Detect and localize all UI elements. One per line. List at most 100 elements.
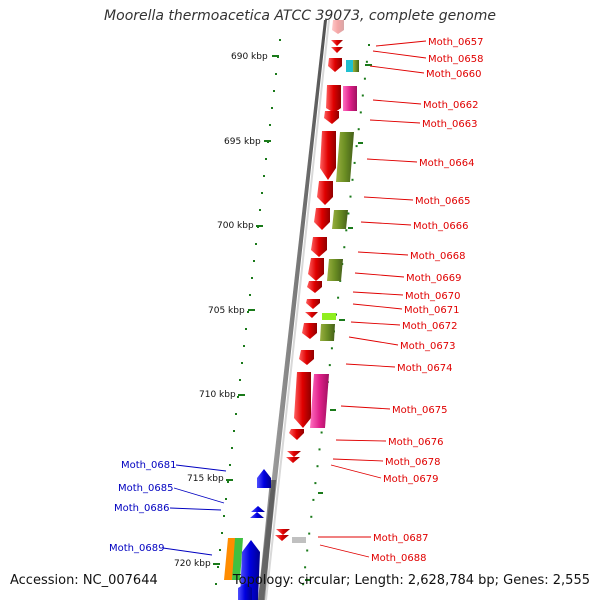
- gene-label-moth-0688[interactable]: Moth_0688: [371, 553, 426, 564]
- scale-tick-dot-right: [302, 583, 305, 586]
- gene-arrow-moth-0665[interactable]: [317, 181, 333, 205]
- gene-label-moth-0669[interactable]: Moth_0669: [406, 273, 461, 284]
- gene-label-moth-0675[interactable]: Moth_0675: [392, 405, 447, 416]
- scale-tick-dot-left: [233, 430, 235, 432]
- gene-label-moth-0689[interactable]: Moth_0689: [109, 543, 164, 554]
- scale-tick-dot-left: [231, 447, 233, 449]
- scale-tick-dot-right: [359, 111, 362, 114]
- feature-bar-lime-0672: [322, 313, 336, 320]
- scale-ticks-right: [302, 44, 370, 586]
- scale-label-705: 705 kbp: [208, 306, 245, 316]
- gene-label-moth-0663[interactable]: Moth_0663: [422, 119, 477, 130]
- gene-label-moth-0666[interactable]: Moth_0666: [413, 221, 468, 232]
- feature-bar-magenta-0662: [343, 86, 357, 111]
- scale-tick-dot-right: [318, 448, 321, 451]
- gene-label-moth-0674[interactable]: Moth_0674: [397, 363, 452, 374]
- scale-tick-dot-left: [249, 294, 251, 296]
- gene-arrow-moth-0689b[interactable]: [238, 583, 252, 600]
- feature-bar-green-0689: [232, 538, 243, 580]
- gene-arrow-moth-0675[interactable]: [294, 372, 311, 428]
- scale-tick-dot-left: [245, 328, 247, 330]
- scale-tick-dot-right: [306, 549, 309, 552]
- gene-label-moth-0687[interactable]: Moth_0687: [373, 533, 428, 544]
- scale-label-695: 695 kbp: [224, 137, 261, 147]
- gene-label-moth-0685[interactable]: Moth_0685: [118, 483, 173, 494]
- gene-arrow-moth-0671[interactable]: [306, 299, 320, 309]
- scale-labels: 690 kbp 695 kbp 700 kbp 705 kbp 710 kbp …: [174, 52, 268, 569]
- gene-arrow-moth-0662[interactable]: [326, 85, 341, 113]
- gene-arrow-moth-0688[interactable]: [275, 535, 289, 541]
- scale-tick-dot-left: [259, 209, 261, 211]
- gene-arrow-moth-0687[interactable]: [276, 529, 290, 535]
- scale-tick-dot-left: [225, 498, 227, 500]
- scale-tick-dot-left: [219, 549, 221, 551]
- scale-tick-dot-left: [269, 124, 271, 126]
- gene-arrow-moth-0668[interactable]: [311, 237, 327, 257]
- genome-backbone-edge: [265, 20, 330, 600]
- gene-arrow-moth-0686[interactable]: [250, 512, 264, 518]
- feature-bar-olive-0664: [336, 132, 354, 182]
- scale-tick-dot-right: [365, 60, 368, 63]
- scale-tick-dot-left: [243, 345, 245, 347]
- feature-bars: [224, 60, 359, 580]
- gene-label-moth-0681[interactable]: Moth_0681: [121, 460, 176, 471]
- genome-summary-label: Topology: circular; Length: 2,628,784 bp…: [232, 573, 590, 588]
- gene-label-moth-0665[interactable]: Moth_0665: [415, 196, 470, 207]
- gene-label-moth-0662[interactable]: Moth_0662: [423, 100, 478, 111]
- gene-arrow-moth-0681[interactable]: [257, 469, 271, 488]
- scale-tick-dot-left: [261, 192, 263, 194]
- gene-arrow-moth-0666[interactable]: [314, 208, 330, 230]
- gene-arrow-moth-0660[interactable]: [328, 58, 342, 72]
- scale-tick-dot-right: [328, 364, 331, 367]
- gene-label-moth-0673[interactable]: Moth_0673: [400, 341, 455, 352]
- scale-ticks-left: [215, 39, 281, 585]
- genome-backbone: [258, 20, 327, 600]
- scale-tick-dot-left: [253, 260, 255, 262]
- scale-tick-dot-left: [223, 515, 225, 517]
- gene-arrow-moth-0673[interactable]: [302, 323, 317, 339]
- gene-label-moth-0670[interactable]: Moth_0670: [405, 291, 460, 302]
- scale-tick-dot-left: [227, 481, 229, 483]
- gene-label-moth-0668[interactable]: Moth_0668: [410, 251, 465, 262]
- scale-tick-dot-right: [316, 465, 319, 468]
- scale-tick-dot-left: [265, 158, 267, 160]
- gene-label-moth-0658[interactable]: Moth_0658: [428, 54, 483, 65]
- gene-label-moth-0657[interactable]: Moth_0657: [428, 37, 483, 48]
- scale-tick-dot-left: [217, 566, 219, 568]
- scale-tick-dot-right: [343, 246, 346, 249]
- reverse-leader-lines: [162, 464, 227, 556]
- gene-arrow-moth-0676[interactable]: [289, 429, 304, 440]
- feature-bar-olive-0660: [353, 60, 359, 72]
- gene-label-moth-0664[interactable]: Moth_0664: [419, 158, 474, 169]
- reverse-gene-labels: Moth_0681 Moth_0685 Moth_0686 Moth_0689: [109, 460, 176, 554]
- gene-label-moth-0679[interactable]: Moth_0679: [383, 474, 438, 485]
- gene-label-moth-0676[interactable]: Moth_0676: [388, 437, 443, 448]
- gene-arrow-moth-0678[interactable]: [287, 451, 301, 457]
- scale-tick-dot-left: [255, 243, 257, 245]
- gene-label-moth-0686[interactable]: Moth_0686: [114, 503, 169, 514]
- gene-arrow-moth-0658[interactable]: [331, 40, 343, 46]
- gene-arrow-moth-0657[interactable]: [332, 20, 344, 34]
- gene-arrow-moth-0670[interactable]: [307, 281, 322, 293]
- scale-marks-right: [305, 64, 372, 581]
- scale-tick-dot-left: [215, 583, 217, 585]
- gene-arrow-moth-0663[interactable]: [324, 111, 339, 124]
- gene-arrow-moth-0679[interactable]: [286, 457, 300, 463]
- gene-label-moth-0672[interactable]: Moth_0672: [402, 321, 457, 332]
- gene-label-moth-0671[interactable]: Moth_0671: [404, 305, 459, 316]
- gene-arrow-moth-0672[interactable]: [305, 312, 318, 318]
- gene-label-moth-0660[interactable]: Moth_0660: [426, 69, 481, 80]
- scale-tick-dot-left: [221, 532, 223, 534]
- scale-tick-dot-right: [308, 532, 311, 535]
- gene-arrow-moth-0664[interactable]: [320, 131, 336, 180]
- feature-bar-cyan: [346, 60, 353, 72]
- feature-bar-grey-0687: [292, 537, 306, 543]
- scale-tick-dot-right: [355, 145, 358, 148]
- gene-arrow-moth-0685[interactable]: [251, 506, 265, 512]
- gene-arrow-moth-0674[interactable]: [299, 350, 314, 365]
- scale-tick-dot-left: [279, 39, 281, 41]
- gene-label-moth-0678[interactable]: Moth_0678: [385, 457, 440, 468]
- gene-arrow-moth-0658b[interactable]: [331, 47, 343, 53]
- gene-arrow-moth-0669[interactable]: [308, 258, 324, 281]
